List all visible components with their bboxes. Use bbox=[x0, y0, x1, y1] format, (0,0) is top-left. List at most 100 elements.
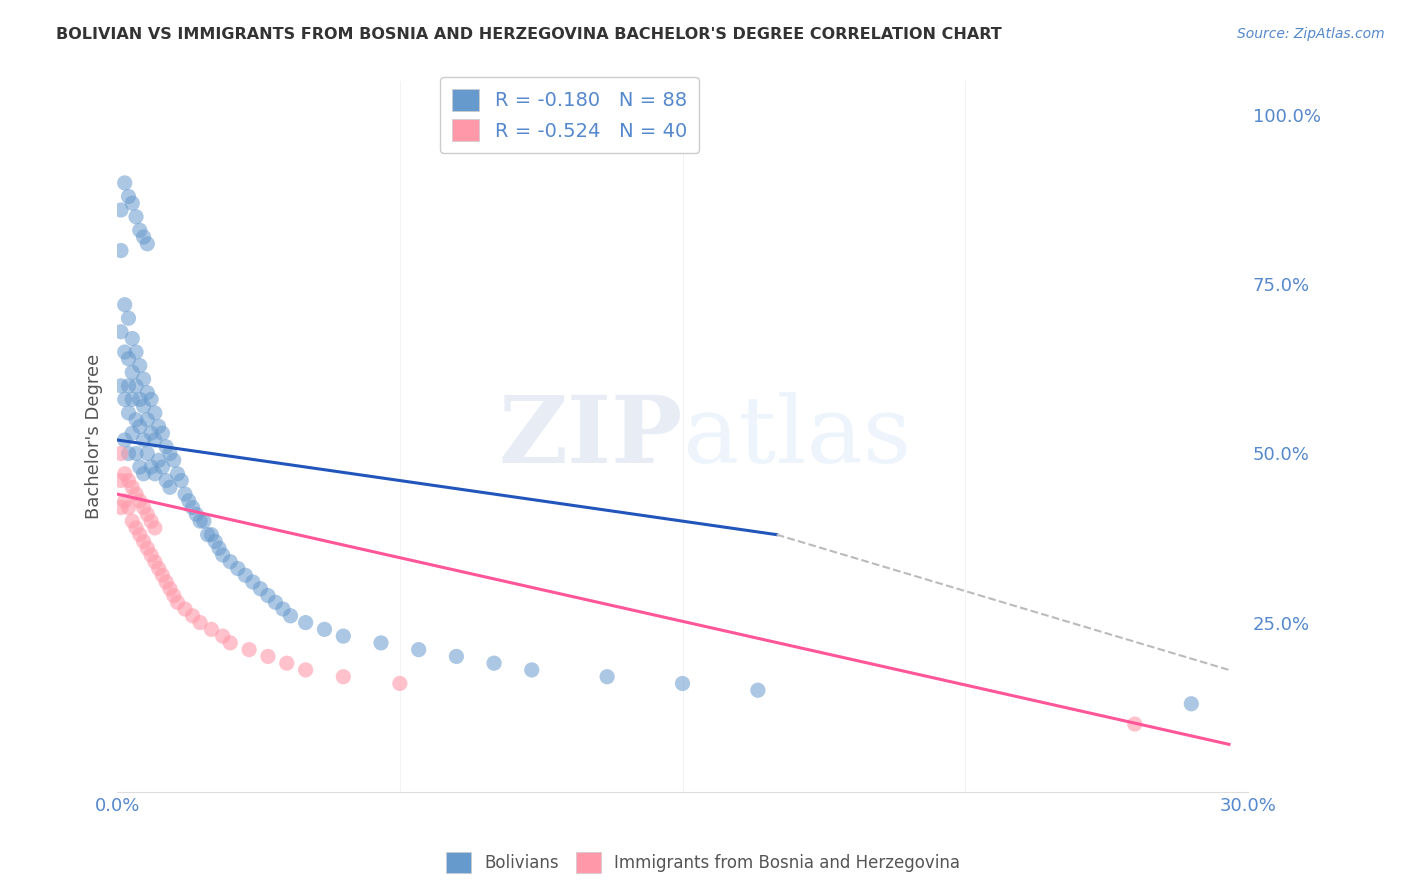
Point bbox=[200, 527, 222, 541]
Point bbox=[143, 521, 166, 535]
Point bbox=[132, 500, 155, 515]
Point bbox=[117, 351, 139, 366]
Point bbox=[110, 325, 132, 339]
Point bbox=[219, 636, 242, 650]
Point bbox=[1123, 717, 1146, 731]
Point bbox=[125, 521, 148, 535]
Point bbox=[211, 548, 233, 562]
Point bbox=[117, 379, 139, 393]
Point bbox=[128, 527, 150, 541]
Point bbox=[152, 568, 174, 582]
Point bbox=[332, 629, 354, 643]
Point bbox=[264, 595, 287, 609]
Legend: Bolivians, Immigrants from Bosnia and Herzegovina: Bolivians, Immigrants from Bosnia and He… bbox=[439, 846, 967, 880]
Point bbox=[143, 467, 166, 481]
Point bbox=[163, 589, 186, 603]
Point bbox=[132, 230, 155, 244]
Point bbox=[159, 446, 181, 460]
Point bbox=[249, 582, 271, 596]
Point bbox=[166, 467, 188, 481]
Point bbox=[1180, 697, 1202, 711]
Point bbox=[238, 642, 260, 657]
Point bbox=[110, 500, 132, 515]
Point bbox=[280, 608, 302, 623]
Point bbox=[128, 419, 150, 434]
Point bbox=[294, 663, 316, 677]
Point bbox=[132, 433, 155, 447]
Point bbox=[139, 426, 162, 441]
Point bbox=[121, 426, 143, 441]
Point bbox=[128, 359, 150, 373]
Point bbox=[671, 676, 693, 690]
Text: ZIP: ZIP bbox=[498, 392, 682, 482]
Point bbox=[314, 623, 336, 637]
Point bbox=[117, 474, 139, 488]
Point bbox=[143, 555, 166, 569]
Point bbox=[114, 298, 136, 312]
Point bbox=[408, 642, 430, 657]
Point bbox=[159, 582, 181, 596]
Point bbox=[117, 446, 139, 460]
Point bbox=[136, 446, 159, 460]
Point bbox=[370, 636, 392, 650]
Point bbox=[128, 392, 150, 407]
Point bbox=[204, 534, 226, 549]
Point bbox=[132, 399, 155, 413]
Point bbox=[132, 534, 155, 549]
Point bbox=[233, 568, 256, 582]
Point bbox=[114, 433, 136, 447]
Point bbox=[128, 223, 150, 237]
Point bbox=[114, 345, 136, 359]
Point bbox=[388, 676, 411, 690]
Point bbox=[128, 460, 150, 475]
Point bbox=[186, 508, 208, 522]
Legend: R = -0.180   N = 88, R = -0.524   N = 40: R = -0.180 N = 88, R = -0.524 N = 40 bbox=[440, 77, 699, 153]
Point bbox=[188, 615, 211, 630]
Point bbox=[117, 500, 139, 515]
Point bbox=[139, 548, 162, 562]
Point bbox=[482, 656, 505, 670]
Text: BOLIVIAN VS IMMIGRANTS FROM BOSNIA AND HERZEGOVINA BACHELOR'S DEGREE CORRELATION: BOLIVIAN VS IMMIGRANTS FROM BOSNIA AND H… bbox=[56, 27, 1002, 42]
Point bbox=[121, 392, 143, 407]
Point bbox=[125, 446, 148, 460]
Point bbox=[163, 453, 186, 467]
Point bbox=[114, 493, 136, 508]
Point bbox=[121, 480, 143, 494]
Point bbox=[174, 487, 197, 501]
Point bbox=[520, 663, 543, 677]
Point bbox=[110, 379, 132, 393]
Point bbox=[121, 365, 143, 379]
Point bbox=[747, 683, 769, 698]
Point bbox=[155, 574, 177, 589]
Point bbox=[139, 460, 162, 475]
Point bbox=[257, 649, 280, 664]
Point bbox=[110, 244, 132, 258]
Point bbox=[181, 608, 204, 623]
Point bbox=[125, 210, 148, 224]
Point bbox=[257, 589, 280, 603]
Point bbox=[271, 602, 294, 616]
Point bbox=[143, 433, 166, 447]
Point bbox=[110, 474, 132, 488]
Point bbox=[125, 412, 148, 426]
Text: Source: ZipAtlas.com: Source: ZipAtlas.com bbox=[1237, 27, 1385, 41]
Point bbox=[294, 615, 316, 630]
Y-axis label: Bachelor's Degree: Bachelor's Degree bbox=[86, 354, 103, 519]
Point bbox=[148, 419, 170, 434]
Point bbox=[114, 176, 136, 190]
Point bbox=[125, 487, 148, 501]
Point bbox=[596, 670, 619, 684]
Point bbox=[117, 311, 139, 326]
Point bbox=[136, 541, 159, 556]
Point bbox=[200, 623, 222, 637]
Point bbox=[170, 474, 193, 488]
Point bbox=[148, 453, 170, 467]
Point bbox=[166, 595, 188, 609]
Point bbox=[211, 629, 233, 643]
Point bbox=[446, 649, 468, 664]
Point bbox=[155, 440, 177, 454]
Point bbox=[121, 196, 143, 211]
Point bbox=[136, 412, 159, 426]
Point bbox=[276, 656, 298, 670]
Point bbox=[139, 392, 162, 407]
